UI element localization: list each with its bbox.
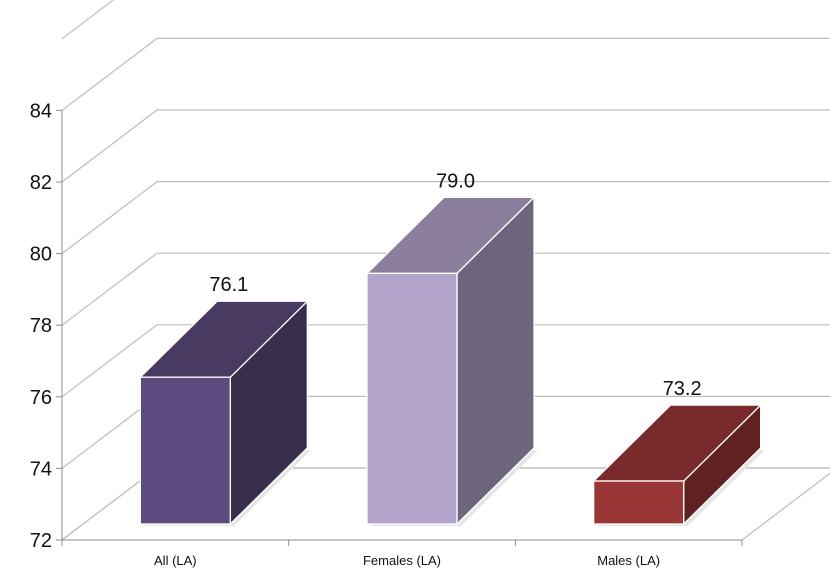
data-label: 73.2 [663, 378, 702, 400]
y-tick-label: 76 [30, 387, 52, 409]
y-axis-ticks: 72 74 76 78 80 82 84 [30, 100, 62, 552]
x-category-label: All (LA) [154, 553, 197, 568]
bar-3: 73.2 [592, 378, 765, 526]
x-axis-categories: All (LA) Females (LA) Males (LA) [61, 540, 743, 568]
data-label: 79.0 [436, 170, 475, 192]
data-label: 76.1 [209, 274, 248, 296]
x-category-label: Females (LA) [363, 553, 441, 568]
chart-grid [61, 0, 830, 541]
y-tick-label: 72 [30, 530, 52, 552]
bar-front-face [139, 376, 231, 525]
bar-front-face [366, 272, 458, 525]
y-tick-label: 74 [30, 458, 52, 480]
chart-bars: 76.1 79.0 73.2 [138, 170, 765, 526]
gridline [61, 181, 830, 255]
gridline [61, 37, 830, 111]
y-tick-label: 80 [30, 244, 52, 266]
y-tick-label: 78 [30, 315, 52, 337]
y-tick-label: 84 [30, 100, 52, 122]
gridline [61, 252, 830, 326]
gridline [61, 324, 830, 398]
bar-front-face [593, 480, 685, 525]
bar-2: 79.0 [365, 170, 538, 526]
y-tick-label: 82 [30, 172, 52, 194]
bar-1: 76.1 [138, 274, 312, 526]
gridline [61, 0, 115, 40]
gridline [61, 109, 830, 183]
x-category-label: Males (LA) [597, 553, 660, 568]
